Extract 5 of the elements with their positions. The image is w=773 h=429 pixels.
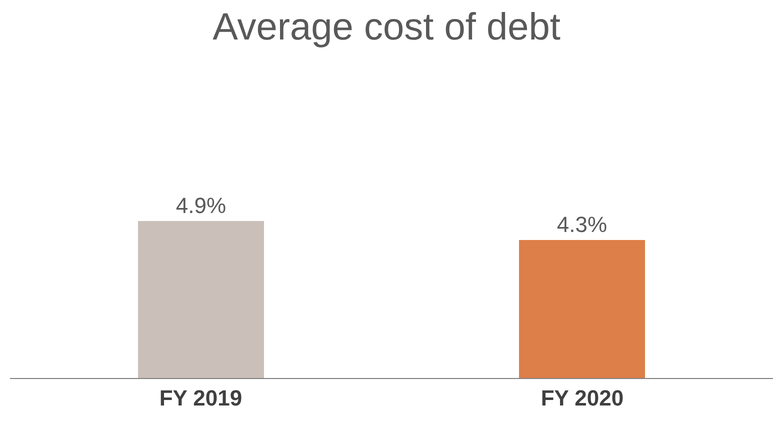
data-label: 4.3% (556, 212, 608, 237)
chart-title: Average cost of debt (212, 6, 561, 48)
x-tick-label: FY 2019 (159, 385, 242, 410)
data-label: 4.9% (176, 193, 226, 218)
x-tick-label: FY 2020 (540, 385, 624, 410)
